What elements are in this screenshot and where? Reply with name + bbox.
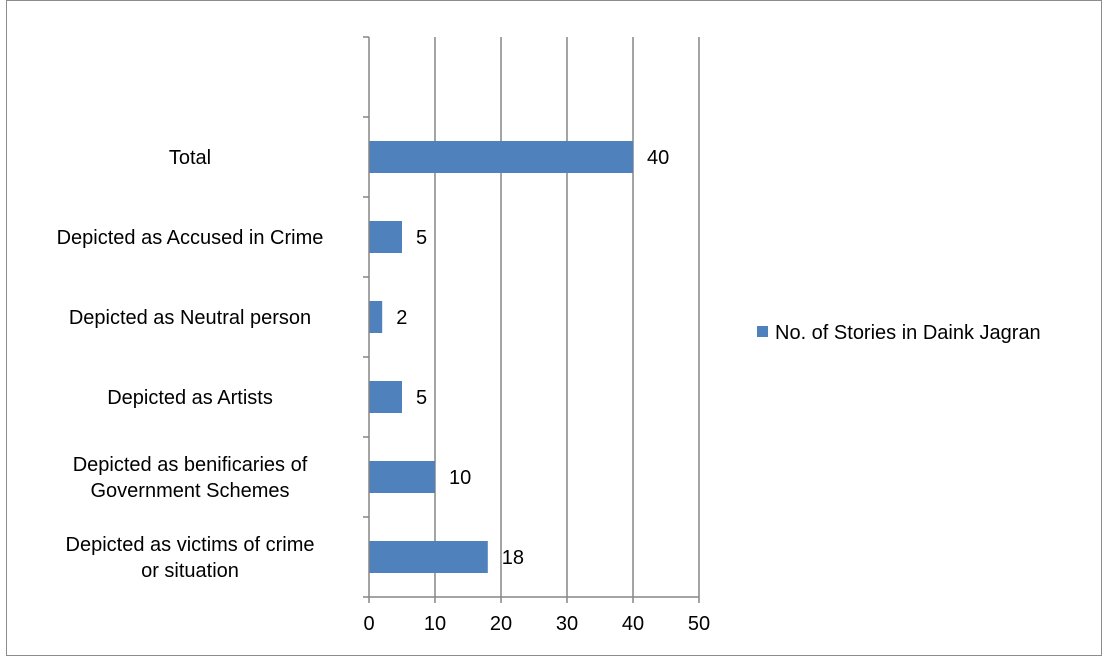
gridlines (434, 37, 700, 597)
data-label: 2 (396, 307, 407, 329)
category-label-line: or situation (141, 560, 239, 582)
category-label: Depicted as benificaries of Government Sc… (73, 454, 308, 502)
data-label: 5 (416, 387, 427, 409)
bar (369, 221, 402, 253)
chart-frame (6, 0, 1102, 656)
data-label: 5 (416, 227, 427, 249)
x-tick-label: 0 (363, 613, 374, 635)
legend-label: No. of Stories in Daink Jagran (775, 322, 1041, 344)
legend: No. of Stories in Daink Jagran (757, 322, 1041, 344)
category-label-line: Government Schemes (91, 480, 290, 502)
category-label: Depicted as Neutral person (69, 307, 311, 329)
x-tick-label: 50 (688, 613, 710, 635)
category-label-line: Depicted as Artists (107, 387, 273, 409)
labels: 0 10 20 30 40 50 18 Depicted as victims of crim… (57, 147, 711, 635)
axes (363, 36, 700, 603)
category-label-line: Depicted as Accused in Crime (57, 227, 324, 249)
bar (369, 301, 383, 333)
bar (369, 461, 435, 493)
data-label: 40 (647, 147, 669, 169)
bar (369, 381, 402, 413)
data-label: 18 (502, 547, 524, 569)
x-tick-label: 10 (424, 613, 446, 635)
category-label-line: Total (169, 147, 211, 169)
category-label: Depicted as victims of crime or situation (66, 534, 315, 582)
bars (369, 141, 633, 573)
x-tick-label: 30 (556, 613, 578, 635)
category-label: Depicted as Artists (107, 387, 273, 409)
legend-swatch (757, 326, 768, 337)
x-tick-label: 40 (622, 613, 644, 635)
category-label-line: Depicted as benificaries of (73, 454, 308, 476)
category-label-line: Depicted as victims of crime (66, 534, 315, 556)
bar (369, 541, 488, 573)
category-label-line: Depicted as Neutral person (69, 307, 311, 329)
bar (369, 141, 633, 173)
x-tick-label: 20 (490, 613, 512, 635)
data-label: 10 (449, 467, 471, 489)
category-label: Total (169, 147, 211, 169)
category-label: Depicted as Accused in Crime (57, 227, 324, 249)
